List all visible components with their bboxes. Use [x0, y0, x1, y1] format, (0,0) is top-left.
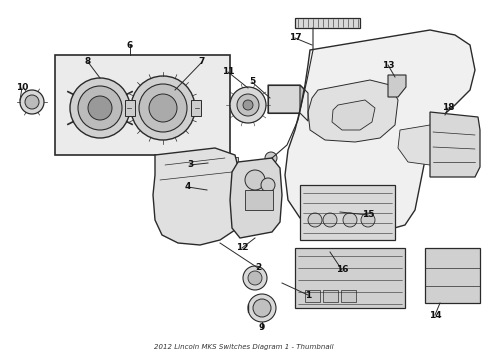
- Circle shape: [307, 213, 321, 227]
- Circle shape: [252, 299, 270, 317]
- Polygon shape: [299, 85, 307, 121]
- Bar: [305, 290, 319, 302]
- Text: 2012 Lincoln MKS Switches Diagram 1 - Thumbnail: 2012 Lincoln MKS Switches Diagram 1 - Th…: [154, 344, 333, 350]
- Bar: [208, 188, 226, 202]
- Text: 11: 11: [221, 68, 234, 77]
- Circle shape: [70, 78, 130, 138]
- Polygon shape: [331, 100, 374, 130]
- Circle shape: [342, 213, 356, 227]
- Polygon shape: [397, 125, 444, 165]
- Polygon shape: [387, 75, 405, 97]
- Circle shape: [212, 157, 224, 169]
- Circle shape: [237, 94, 259, 116]
- Circle shape: [264, 152, 276, 164]
- Circle shape: [247, 294, 275, 322]
- Polygon shape: [429, 112, 479, 177]
- Circle shape: [323, 213, 336, 227]
- Text: 14: 14: [428, 310, 440, 320]
- Text: 10: 10: [16, 84, 28, 93]
- Text: 15: 15: [361, 211, 373, 220]
- Text: 3: 3: [186, 161, 193, 170]
- Circle shape: [131, 76, 195, 140]
- Text: 6: 6: [126, 40, 133, 49]
- Text: 7: 7: [199, 58, 205, 67]
- Bar: [294, 248, 404, 308]
- Polygon shape: [285, 30, 474, 232]
- Text: 13: 13: [381, 60, 393, 69]
- Circle shape: [149, 94, 177, 122]
- Circle shape: [246, 192, 263, 208]
- Bar: [244, 190, 272, 210]
- Text: 5: 5: [248, 77, 255, 86]
- Circle shape: [243, 100, 252, 110]
- Circle shape: [243, 266, 266, 290]
- Bar: [55, 55, 229, 155]
- Circle shape: [139, 84, 186, 132]
- Text: 18: 18: [441, 104, 453, 112]
- Bar: [340, 290, 355, 302]
- Bar: [191, 100, 201, 116]
- Text: 4: 4: [184, 183, 191, 192]
- Polygon shape: [307, 80, 397, 142]
- Polygon shape: [229, 158, 282, 238]
- Text: 12: 12: [235, 243, 248, 252]
- Polygon shape: [153, 148, 240, 245]
- Circle shape: [78, 86, 122, 130]
- Bar: [299, 185, 394, 240]
- Text: 9: 9: [258, 324, 264, 333]
- Text: 2: 2: [254, 264, 261, 273]
- Circle shape: [20, 90, 44, 114]
- Bar: [294, 18, 359, 28]
- Polygon shape: [267, 85, 299, 113]
- Circle shape: [261, 178, 274, 192]
- Text: 8: 8: [85, 58, 91, 67]
- Text: 17: 17: [288, 33, 301, 42]
- Bar: [225, 157, 238, 169]
- Bar: [125, 100, 135, 116]
- Circle shape: [25, 95, 39, 109]
- Circle shape: [244, 170, 264, 190]
- Circle shape: [207, 153, 227, 173]
- Circle shape: [247, 271, 262, 285]
- Bar: [206, 186, 228, 204]
- Circle shape: [360, 213, 374, 227]
- Text: 1: 1: [304, 291, 310, 300]
- Circle shape: [88, 96, 112, 120]
- Circle shape: [229, 87, 265, 123]
- Text: 16: 16: [335, 265, 347, 274]
- Bar: [323, 290, 337, 302]
- Bar: [424, 248, 479, 303]
